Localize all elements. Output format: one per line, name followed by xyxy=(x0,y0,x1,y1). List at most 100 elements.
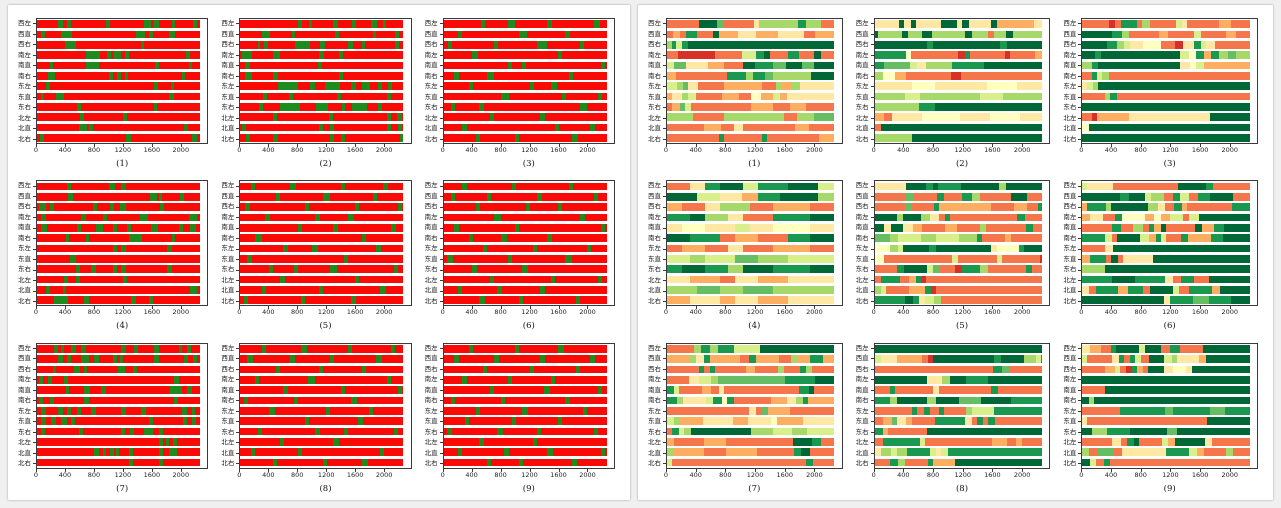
bar-segment xyxy=(672,41,676,49)
bar-segment xyxy=(795,123,810,132)
bar-segment xyxy=(755,406,761,415)
bar-row xyxy=(240,181,410,191)
y-tick-label: 南左 xyxy=(14,212,36,223)
bar-segment xyxy=(1113,182,1126,191)
subplot-(6): 西左 西直 西右 南左 南直 南右 东左 东直 东右 北左 北直 北右 0 400 800 1200 1600 2… xyxy=(1059,171,1267,333)
bar-segment-green xyxy=(91,265,96,273)
bar-row xyxy=(1082,19,1257,29)
bar-segment xyxy=(926,275,933,284)
bar-row xyxy=(240,212,410,222)
bar-segment xyxy=(935,244,966,253)
bar-segment xyxy=(922,30,932,39)
bar-segment-green xyxy=(81,355,89,363)
bar-segment-green xyxy=(454,72,459,80)
bar-segment xyxy=(958,234,977,242)
timeline-bar xyxy=(667,448,835,456)
bar-segment xyxy=(1112,355,1119,363)
y-axis-labels: 西左 西直 西右 南左 南直 南右 东左 东直 东右 北左 北直 北右 xyxy=(1059,180,1082,306)
bar-segment-green xyxy=(304,417,309,425)
y-tick-label: 南左 xyxy=(421,212,443,223)
bar-row xyxy=(443,202,614,212)
bar-segment xyxy=(1166,224,1173,232)
timeline-bar xyxy=(443,182,607,191)
bar-segment xyxy=(772,285,835,294)
y-tick-label: 西右 xyxy=(14,364,36,375)
bar-segment xyxy=(749,406,756,415)
bar-segment-green xyxy=(500,396,506,405)
bar-segment xyxy=(920,234,937,242)
bar-segment xyxy=(761,458,807,467)
bar-segment xyxy=(743,265,773,273)
timeline-bar xyxy=(667,234,835,242)
bar-row xyxy=(37,375,207,385)
bar-row xyxy=(37,19,207,29)
bar-segment xyxy=(799,386,809,394)
bar-row xyxy=(443,285,614,295)
timeline-bar xyxy=(443,355,607,363)
bar-segment xyxy=(874,458,891,467)
bar-segment-green xyxy=(361,82,370,90)
bar-segment xyxy=(911,203,935,211)
timeline-bar xyxy=(240,133,404,142)
bar-row xyxy=(874,181,1050,191)
bar-segment-green xyxy=(127,224,132,232)
timeline-bar xyxy=(443,296,607,304)
x-tick-mark xyxy=(326,306,328,310)
timeline-bar xyxy=(667,113,835,121)
bar-row xyxy=(240,416,410,426)
bar-segment xyxy=(760,92,774,101)
bar-row xyxy=(1082,29,1257,39)
bar-segment-green xyxy=(101,386,106,394)
bar-segment-green xyxy=(268,265,274,273)
bar-segment-green xyxy=(397,386,403,394)
bar-segment-green xyxy=(583,406,588,415)
bar-segment-green xyxy=(247,254,252,263)
bar-segment-green xyxy=(84,396,89,405)
timeline-bar xyxy=(37,437,201,446)
timeline-bar xyxy=(1082,213,1250,222)
bar-row xyxy=(443,60,614,70)
y-tick-label: 北右 xyxy=(644,458,666,469)
bar-segment xyxy=(1102,213,1116,222)
bar-segment xyxy=(1160,224,1167,232)
bar-segment-green xyxy=(49,61,54,70)
bar-segment xyxy=(680,30,687,39)
bar-segment xyxy=(874,203,905,211)
bar-segment xyxy=(995,417,1042,425)
bar-row xyxy=(667,223,842,233)
bar-segment-green xyxy=(290,182,297,191)
x-tick-mark xyxy=(725,306,727,310)
x-tick-label: 1600 xyxy=(1191,470,1209,479)
bar-segment-green xyxy=(522,265,529,273)
bar-segment xyxy=(755,355,779,363)
timeline-bar xyxy=(874,213,1042,222)
x-tick-mark xyxy=(903,468,905,472)
bar-segment xyxy=(1211,437,1219,446)
bar-row xyxy=(443,447,614,457)
bar-segment xyxy=(727,244,743,253)
bar-segment xyxy=(716,20,723,28)
bar-segment xyxy=(1011,234,1042,242)
y-tick-label: 西直 xyxy=(421,353,443,364)
bar-segment xyxy=(991,20,997,28)
bar-segment xyxy=(1151,193,1164,201)
bar-segment-green xyxy=(178,345,183,353)
bar-segment-green xyxy=(468,345,473,353)
bar-segment-green xyxy=(132,365,138,374)
bar-segment-green xyxy=(64,376,68,384)
bar-segment xyxy=(733,396,772,405)
bar-segment xyxy=(1022,437,1042,446)
bar-segment xyxy=(1082,345,1091,353)
bar-segment xyxy=(1143,365,1149,374)
plot-area xyxy=(442,342,615,469)
y-tick-label: 南左 xyxy=(1059,50,1082,61)
bar-segment xyxy=(917,406,924,415)
bar-segment xyxy=(1161,41,1175,49)
subplot-(1): 西左 西直 西右 南左 南直 南右 东左 东直 东右 北左 北直 北右 0 400 800 1200 1600 2… xyxy=(644,9,852,171)
bar-segment-green xyxy=(315,427,320,436)
bar-segment xyxy=(696,92,723,101)
bar-row xyxy=(1082,285,1257,295)
bar-row xyxy=(1082,447,1257,457)
bar-segment xyxy=(821,437,835,446)
bar-segment xyxy=(1082,61,1092,70)
